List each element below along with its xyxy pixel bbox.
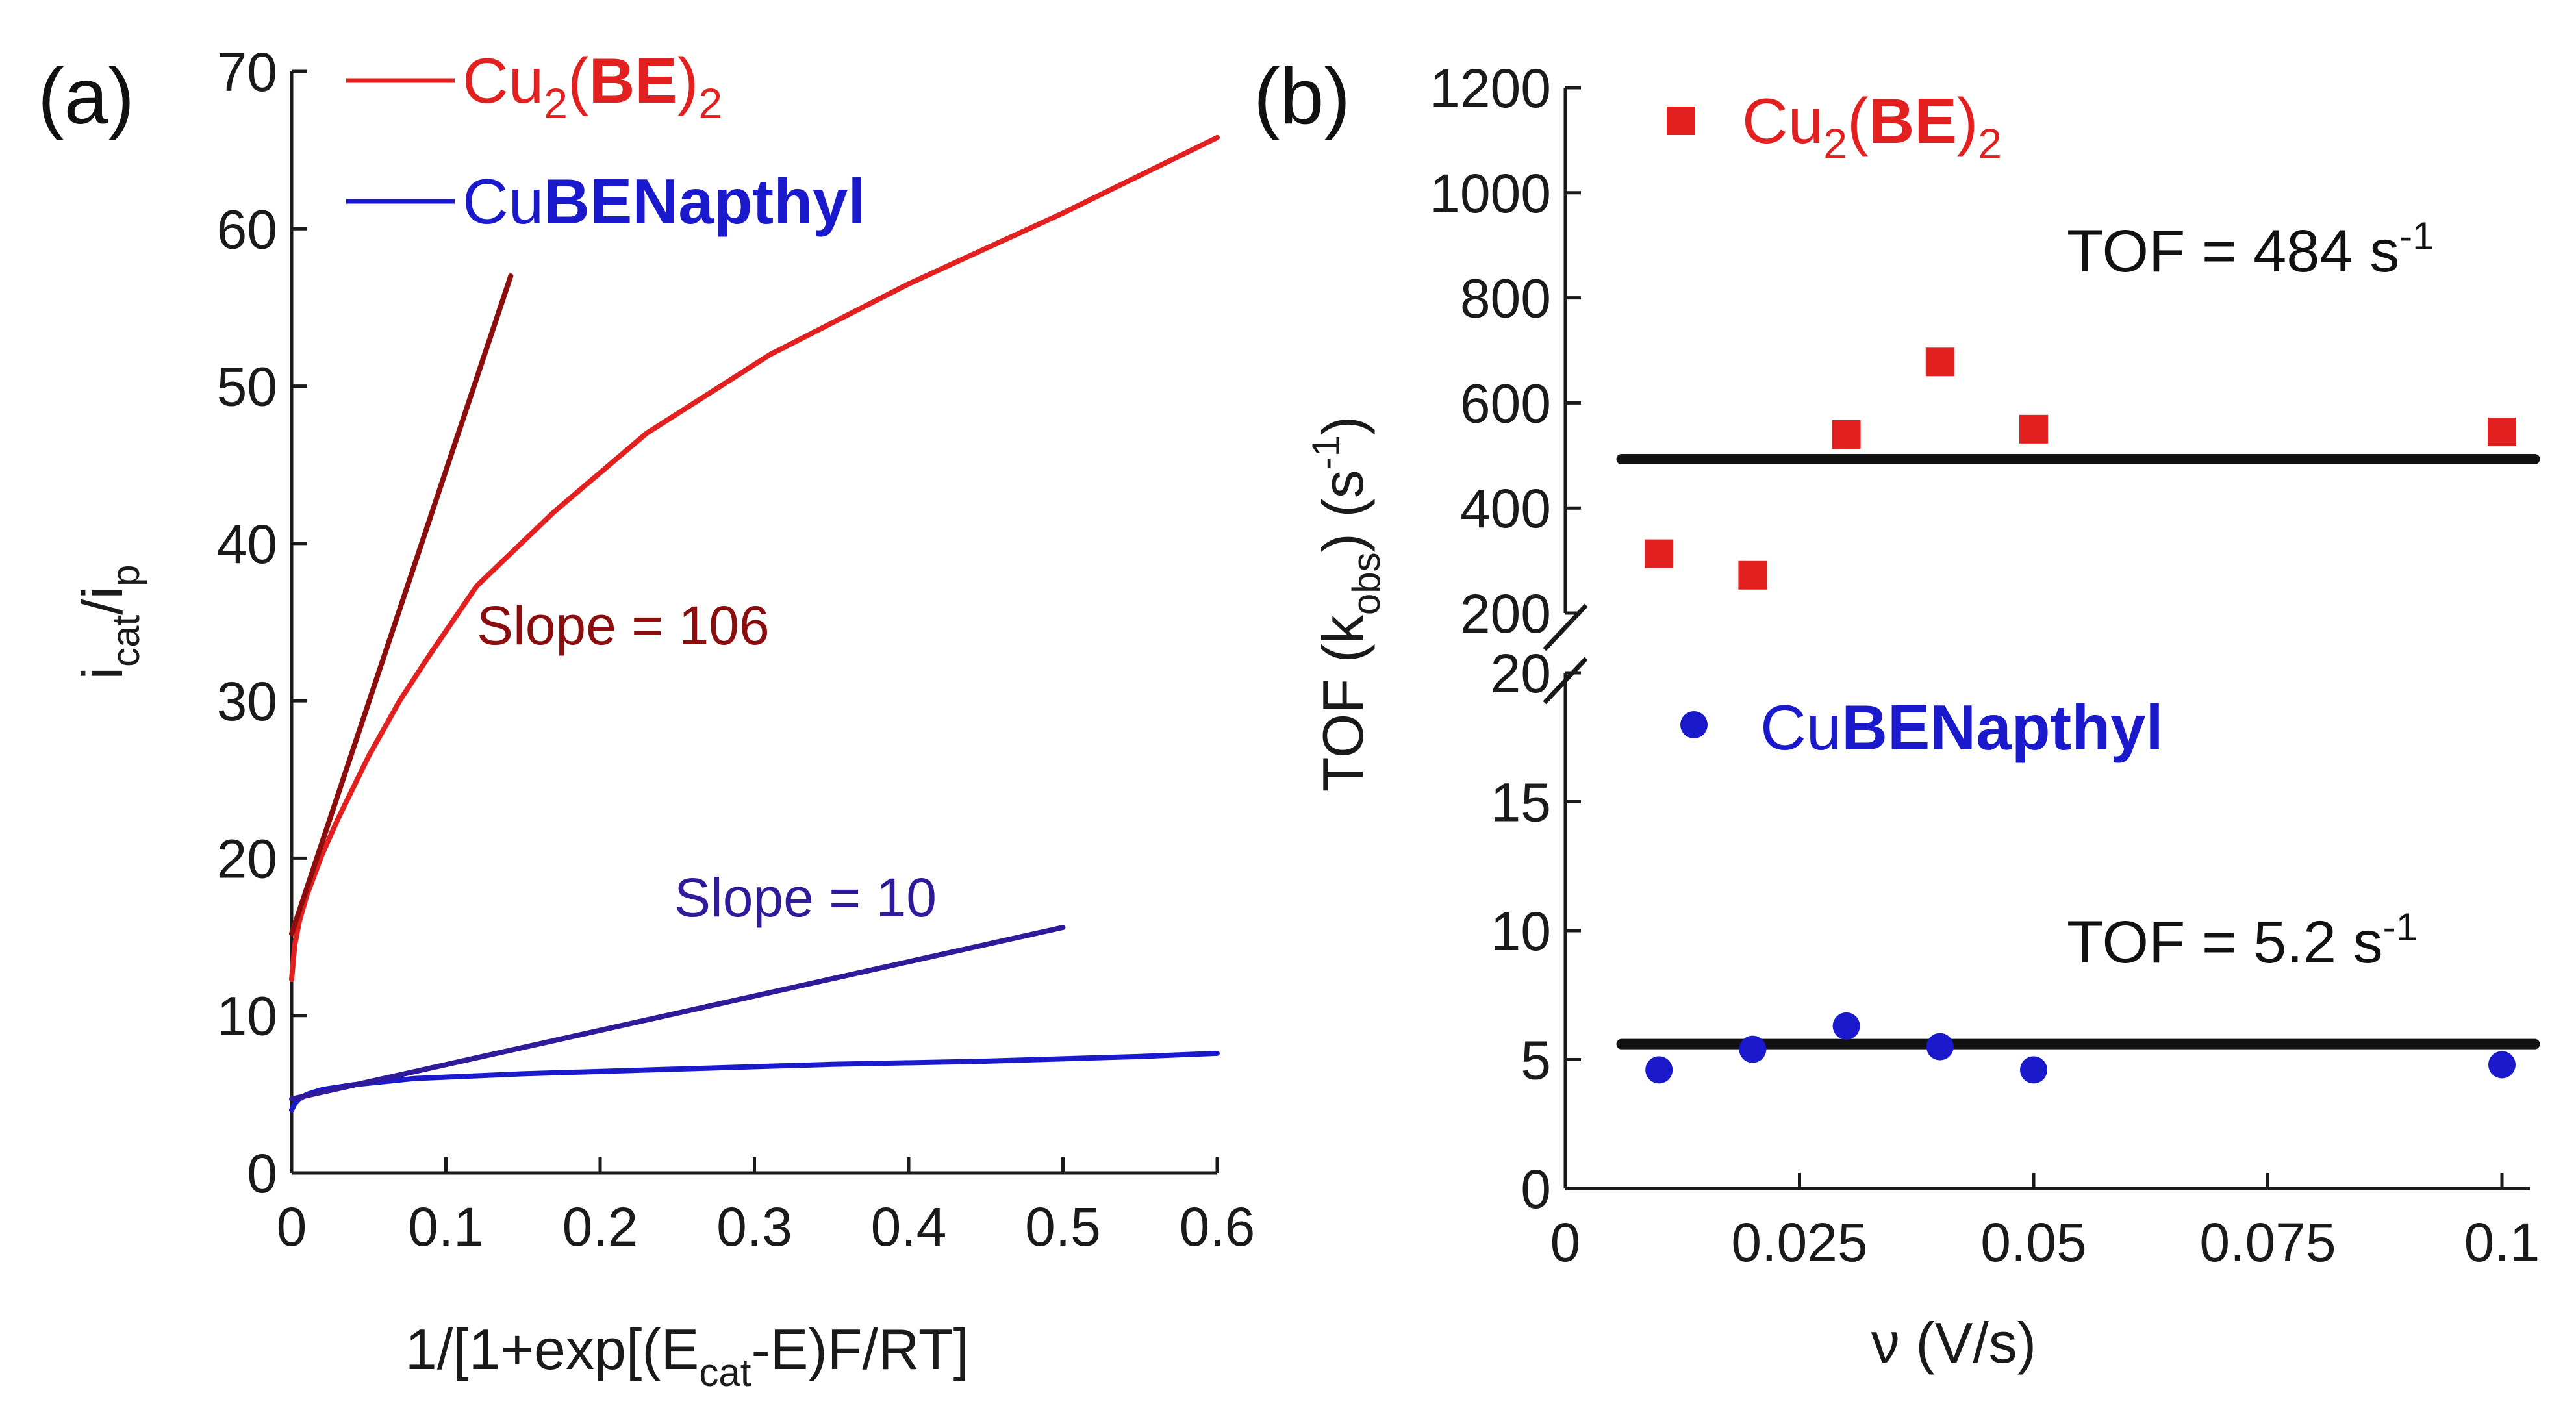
lower-y-tick-label: 0 — [1521, 1159, 1551, 1220]
point-cubenapthyl — [2488, 1051, 2516, 1079]
axis-break-mark-lower — [1543, 657, 1588, 705]
x-tick-label: 0.075 — [2199, 1212, 2336, 1273]
x-tick-label: 0.3 — [716, 1196, 792, 1257]
panel-a-annotations: Slope = 106 Slope = 10 — [477, 595, 937, 928]
y-tick-label: 50 — [217, 357, 277, 418]
panel-a-series — [289, 134, 1220, 1113]
lower-y-tick-label: 10 — [1491, 901, 1551, 962]
x-tick-label: 0.4 — [871, 1196, 947, 1257]
legend-label-cubenapthyl: CuBENapthyl — [462, 166, 866, 237]
x-tick-label: 0.1 — [2464, 1212, 2540, 1273]
legend-label-cubenapthyl: CuBENapthyl — [1760, 692, 2164, 763]
panel-a-y-ticks: 0 10 20 30 40 50 60 70 — [217, 42, 307, 1204]
legend-label-cu2be2: Cu2(BE)2 — [462, 45, 722, 127]
panel-a-x-ticks: 0 0.1 0.2 0.3 0.4 0.5 0.6 — [277, 1157, 1256, 1257]
panel-b-reference-lines — [1616, 453, 2540, 1050]
point-cu2-be-2 — [2488, 417, 2516, 446]
series-line-cu2-be-2 — [289, 134, 1220, 982]
upper-y-tick-label: 1200 — [1430, 58, 1551, 119]
x-tick-label: 0 — [277, 1196, 307, 1257]
legend-label-cu2be2: Cu2(BE)2 — [1742, 85, 2002, 168]
lower-y-tick-label: 20 — [1491, 643, 1551, 704]
tof-label-cu2be2: TOF = 484 s-1 — [2067, 214, 2434, 284]
x-tick-label: 0.025 — [1731, 1212, 1867, 1273]
x-tick-label: 0.6 — [1180, 1196, 1256, 1257]
point-cubenapthyl — [1645, 1056, 1673, 1084]
lower-y-tick-label: 15 — [1491, 772, 1551, 833]
panel-a-legend: Cu2(BE)2 CuBENapthyl — [346, 45, 866, 237]
lower-y-tick-label: 5 — [1521, 1030, 1551, 1091]
x-tick-label: 0 — [1550, 1212, 1581, 1273]
tof-label-cubenapthyl: TOF = 5.2 s-1 — [2067, 905, 2418, 975]
x-tick-label: 0.2 — [562, 1196, 638, 1257]
legend-marker-cubenapthyl — [1680, 711, 1708, 738]
point-cu2-be-2 — [1832, 420, 1861, 449]
y-tick-label: 10 — [217, 986, 277, 1047]
annotation-slope-10: Slope = 10 — [674, 867, 937, 928]
series-line-slope-106-fit — [289, 273, 514, 937]
point-cubenapthyl — [1926, 1033, 1954, 1061]
x-tick-label: 0.5 — [1025, 1196, 1101, 1257]
upper-y-tick-label: 800 — [1460, 268, 1551, 329]
upper-y-tick-label: 400 — [1460, 478, 1551, 539]
panel-b-y-axis-title: TOF (kobs) (s-1) — [1304, 416, 1388, 792]
point-cubenapthyl — [1739, 1035, 1767, 1063]
upper-y-tick-label: 200 — [1460, 583, 1551, 644]
legend-marker-cu2be2 — [1667, 107, 1695, 135]
annotation-slope-106: Slope = 106 — [477, 595, 770, 656]
y-tick-label: 40 — [217, 514, 277, 575]
point-cubenapthyl — [1832, 1012, 1860, 1040]
upper-y-tick-label: 600 — [1460, 373, 1551, 434]
panel-a-label: (a) — [38, 52, 134, 140]
point-cubenapthyl — [2020, 1056, 2047, 1084]
point-cu2-be-2 — [1645, 539, 1674, 568]
panel-b-x-axis-title: ν (V/s) — [1871, 1311, 2036, 1375]
series-line-slope-10-fit — [289, 925, 1066, 1102]
point-cu2-be-2 — [1925, 347, 1954, 377]
panel-a-x-axis-title: 1/[1+exp[(Ecat-E)F/RT] — [405, 1317, 969, 1394]
point-cu2-be-2 — [2019, 414, 2048, 444]
upper-y-tick-label: 1000 — [1430, 163, 1551, 224]
point-cu2-be-2 — [1738, 560, 1767, 590]
panel-b-y-ticks: 200 400 600 800 1000 1200 0 5 10 15 20 — [1430, 58, 1581, 1220]
panel-b-label: (b) — [1254, 52, 1350, 140]
y-tick-label: 30 — [217, 671, 277, 732]
y-tick-label: 20 — [217, 828, 277, 889]
x-tick-label: 0.05 — [1980, 1212, 2087, 1273]
series-line-cubenapthyl — [289, 1050, 1220, 1113]
panel-b-x-ticks: 0 0.025 0.05 0.075 0.1 — [1550, 1173, 2540, 1273]
x-tick-label: 0.1 — [408, 1196, 484, 1257]
y-tick-label: 60 — [217, 199, 277, 260]
panel-b-points — [1645, 347, 2516, 1084]
panel-b-legend: Cu2(BE)2 CuBENapthyl — [1667, 85, 2164, 763]
y-tick-label: 0 — [247, 1143, 277, 1204]
panel-a-y-axis-title: icat/ip — [70, 565, 147, 680]
y-tick-label: 70 — [217, 42, 277, 103]
